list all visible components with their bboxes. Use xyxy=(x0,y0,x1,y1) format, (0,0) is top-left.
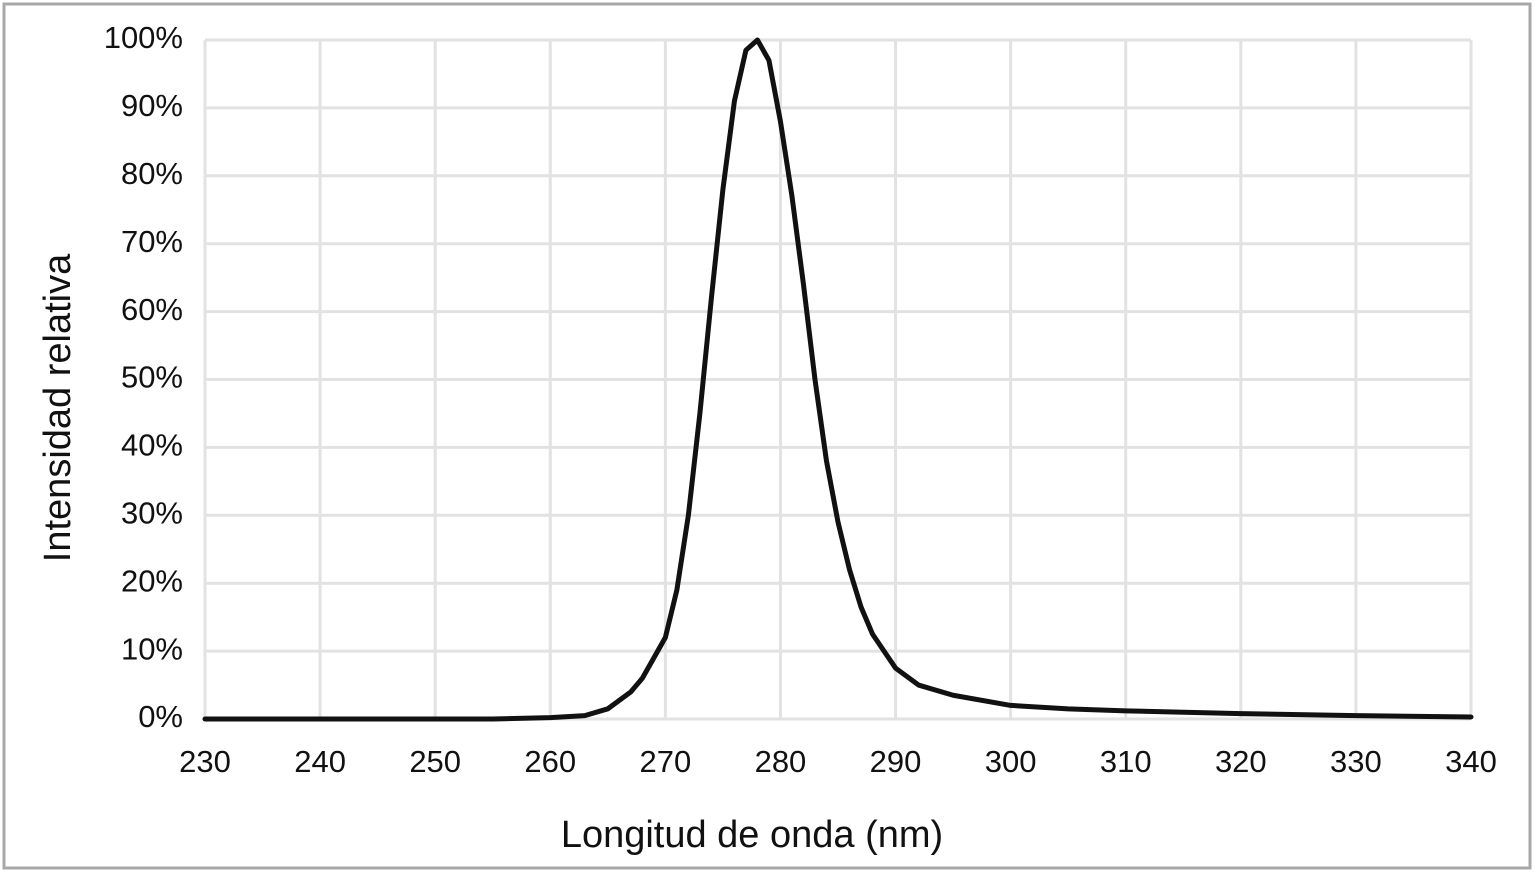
x-tick-label: 340 xyxy=(1445,744,1497,779)
y-tick-label: 40% xyxy=(121,428,183,463)
grid xyxy=(203,38,1473,721)
y-tick-label: 10% xyxy=(121,631,183,666)
x-tick-label: 240 xyxy=(294,744,346,779)
y-tick-label: 50% xyxy=(121,360,183,395)
y-tick-label: 80% xyxy=(121,156,183,191)
y-tick-label: 20% xyxy=(121,563,183,598)
line-series xyxy=(202,37,1474,722)
x-tick-label: 330 xyxy=(1330,744,1382,779)
y-tick-label: 60% xyxy=(121,292,183,327)
x-tick-label: 300 xyxy=(985,744,1037,779)
x-tick-label: 290 xyxy=(870,744,922,779)
y-tick-label: 0% xyxy=(138,699,183,734)
x-axis-title: Longitud de onda (nm) xyxy=(561,814,943,856)
x-tick-label: 310 xyxy=(1100,744,1152,779)
x-tick-label: 260 xyxy=(524,744,576,779)
x-tick-label: 230 xyxy=(179,744,231,779)
x-tick-label: 270 xyxy=(639,744,691,779)
y-tick-label: 30% xyxy=(121,495,183,530)
plot xyxy=(202,37,1474,722)
y-tick-label: 90% xyxy=(121,88,183,123)
y-tick-label: 70% xyxy=(121,224,183,259)
y-axis-title: Intensidad relativa xyxy=(37,253,79,562)
y-tick-label: 100% xyxy=(104,20,183,55)
x-tick-label: 250 xyxy=(409,744,461,779)
x-tick-label: 320 xyxy=(1215,744,1267,779)
x-tick-label: 280 xyxy=(755,744,807,779)
